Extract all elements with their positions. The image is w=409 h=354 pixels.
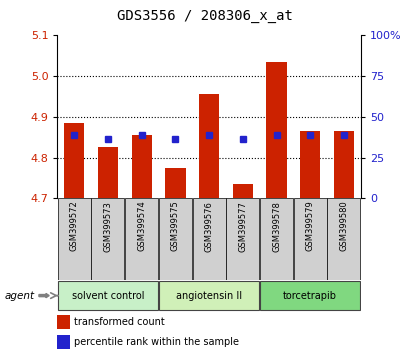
Bar (293, 198, 326, 280)
Bar (158, 198, 191, 280)
Text: agent: agent (4, 291, 34, 301)
Bar (259, 198, 292, 280)
Bar (57, 315, 70, 329)
Text: GSM399574: GSM399574 (137, 201, 146, 251)
Text: GSM399575: GSM399575 (171, 201, 180, 251)
Text: GDS3556 / 208306_x_at: GDS3556 / 208306_x_at (117, 9, 292, 23)
Bar (226, 198, 259, 280)
Bar (58, 198, 90, 280)
Bar (165, 168, 185, 198)
Bar (64, 123, 84, 198)
Text: GSM399580: GSM399580 (339, 201, 348, 251)
Bar (98, 147, 118, 198)
Text: transformed count: transformed count (74, 317, 164, 327)
Text: GSM399578: GSM399578 (271, 201, 280, 252)
Bar (299, 131, 319, 198)
Text: GSM399577: GSM399577 (238, 201, 247, 252)
Text: torcetrapib: torcetrapib (283, 291, 337, 301)
Text: GSM399573: GSM399573 (103, 201, 112, 252)
Bar (232, 184, 252, 198)
Text: percentile rank within the sample: percentile rank within the sample (74, 337, 238, 347)
Bar (91, 198, 124, 280)
Text: GSM399576: GSM399576 (204, 201, 213, 252)
Bar (266, 62, 286, 198)
Bar (327, 198, 360, 280)
Text: angiotensin II: angiotensin II (175, 291, 242, 301)
Bar (125, 198, 158, 280)
Bar (259, 281, 360, 310)
Bar (333, 131, 353, 198)
Bar (131, 135, 151, 198)
Bar (58, 281, 158, 310)
Bar (158, 281, 259, 310)
Bar (192, 198, 225, 280)
Text: GSM399579: GSM399579 (305, 201, 314, 251)
Text: GSM399572: GSM399572 (70, 201, 79, 251)
Bar (57, 335, 70, 348)
Text: solvent control: solvent control (72, 291, 144, 301)
Bar (198, 95, 219, 198)
